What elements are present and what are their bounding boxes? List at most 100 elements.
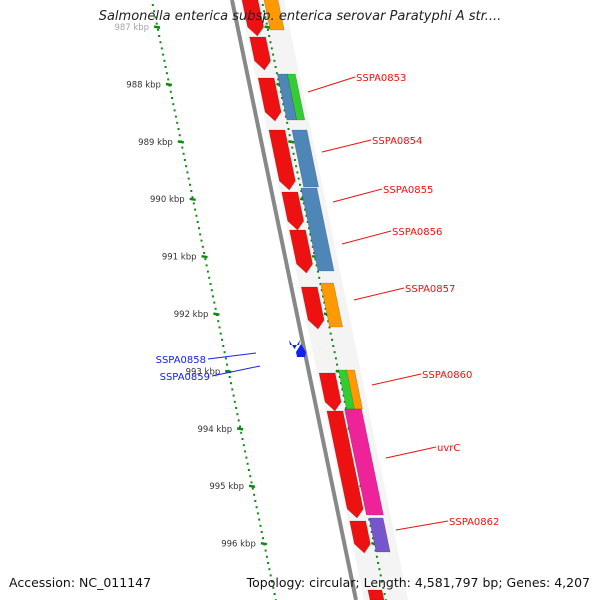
cog-bar	[346, 369, 363, 410]
ruler-dot	[173, 109, 176, 112]
ruler-dot	[158, 35, 161, 37]
ruler-tick	[248, 484, 256, 489]
ruler-dot	[172, 103, 175, 106]
ruler-dot	[340, 382, 342, 385]
ruler-dot	[154, 16, 157, 19]
ruler-dot	[284, 115, 287, 118]
ruler-dot	[342, 394, 345, 397]
ruler-dot	[230, 382, 232, 385]
ruler-dot	[151, 4, 154, 6]
ruler-dot	[195, 214, 198, 217]
ruler-dot	[329, 332, 332, 335]
ruler-dot	[279, 90, 282, 93]
ruler-dot	[308, 227, 310, 230]
gene-label: SSPA0854	[372, 136, 422, 147]
ruler-dot	[237, 419, 240, 422]
ruler-dot	[268, 568, 271, 571]
ruler-dot	[249, 475, 252, 478]
gene-label-leader	[341, 230, 392, 245]
ruler-dot	[218, 326, 221, 329]
ruler-dot	[187, 177, 190, 180]
ruler-dot	[334, 357, 337, 360]
ruler-label: 988 kbp	[126, 80, 161, 90]
ruler-dot	[273, 59, 276, 62]
ruler-dot	[255, 506, 258, 509]
ruler-label: 992 kbp	[174, 310, 209, 320]
reverse-gene-labels: SSPA0858 SSPA0859	[156, 352, 261, 383]
ruler-dot	[377, 562, 380, 564]
ruler-dot	[375, 555, 378, 558]
gene-label: SSPA0853	[356, 73, 406, 84]
ruler-dot	[222, 345, 225, 347]
ruler-label: 995 kbp	[209, 482, 244, 492]
ruler-dot	[219, 332, 222, 335]
genome-stats-text: Topology: circular; Length: 4,581,797 bp…	[246, 575, 590, 590]
ruler-tick	[213, 312, 220, 316]
gene-label: SSPA0862	[449, 517, 499, 528]
cds-reverse-arrow	[289, 340, 300, 349]
ruler-dot	[369, 524, 372, 527]
ruler-dot	[343, 400, 346, 403]
ruler-dot	[199, 233, 202, 236]
ruler-dot	[246, 462, 249, 465]
ruler-dot	[331, 338, 333, 341]
ruler-dot	[174, 115, 177, 118]
ruler-dot	[268, 35, 271, 37]
cog-bar	[291, 129, 319, 188]
ruler-dot	[301, 196, 304, 199]
ruler-dot	[272, 586, 275, 589]
ruler-dot	[316, 270, 319, 273]
cds-forward-arrow	[289, 229, 313, 274]
ruler-tick	[264, 25, 271, 29]
ruler-dot	[270, 47, 273, 50]
ruler-dot	[258, 518, 261, 521]
ruler-dot	[214, 307, 217, 310]
ruler-dot	[196, 221, 199, 223]
cog-bar	[300, 187, 335, 272]
ruler-dot	[171, 97, 173, 99]
ruler-dot	[190, 190, 193, 192]
ruler-dot	[185, 165, 188, 168]
ruler-dot	[191, 196, 194, 199]
ruler-tick	[236, 427, 244, 431]
ruler-dot	[324, 307, 327, 310]
ruler-dot	[374, 549, 377, 552]
ruler-dot	[157, 28, 159, 31]
cog-bar	[286, 73, 306, 121]
ruler-dot	[274, 66, 277, 68]
ruler-dot	[328, 326, 331, 329]
ruler-dot	[217, 320, 220, 323]
cog-bar	[263, 0, 285, 31]
cds-forward-arrow	[300, 286, 325, 330]
ruler-dot	[253, 493, 256, 496]
ruler-dot	[327, 320, 330, 323]
cds-forward-arrow	[318, 372, 342, 412]
ruler-dot	[162, 53, 165, 56]
ruler-dot	[160, 47, 163, 50]
ruler-dot	[277, 78, 280, 81]
ruler-dot	[186, 171, 189, 174]
cog-bar	[344, 408, 384, 516]
ruler-dot	[194, 208, 197, 211]
ruler-dot	[244, 450, 247, 453]
ruler-dot	[267, 562, 270, 564]
ruler-dot	[275, 72, 278, 75]
ruler-dot	[247, 469, 250, 471]
cds-forward-arrow	[281, 191, 305, 231]
ruler-tick	[201, 254, 208, 259]
ruler-dot	[204, 258, 207, 261]
ruler-dot	[287, 128, 290, 130]
ruler-dot	[189, 183, 191, 186]
ruler-dot	[241, 438, 244, 440]
ruler-dot	[306, 221, 309, 223]
ruler-dot	[167, 78, 170, 81]
ruler-dot	[232, 394, 235, 397]
ruler-dot	[155, 22, 158, 25]
gene-label: SSPA0859	[160, 372, 210, 383]
cds-forward-arrow	[268, 129, 296, 191]
cds-forward-arrow	[241, 0, 264, 37]
ruler-dot	[183, 159, 186, 161]
ruler-dot	[200, 239, 203, 242]
genome-title: Salmonella enterica subsp. enterica sero…	[98, 9, 502, 24]
ruler-dot	[383, 593, 386, 595]
